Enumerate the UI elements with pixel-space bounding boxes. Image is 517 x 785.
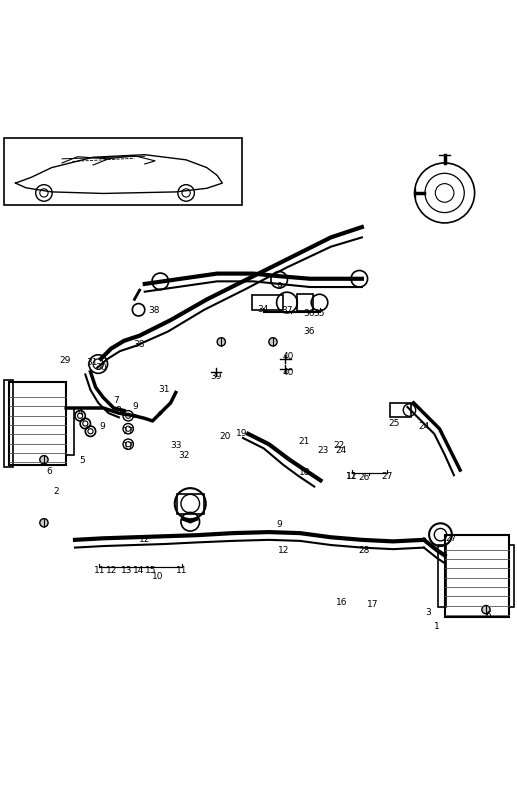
Circle shape [482,605,490,614]
Text: 34: 34 [257,305,268,314]
Text: 29: 29 [59,356,70,365]
Text: 14: 14 [133,566,144,575]
Text: 10: 10 [152,571,163,581]
Circle shape [217,338,225,346]
Text: 11: 11 [94,566,105,575]
Text: 15: 15 [145,566,157,575]
Bar [509,545,514,607]
Text: 28: 28 [359,546,370,555]
Text: 26: 26 [359,473,370,482]
Text: 8: 8 [115,406,121,415]
Text: 31: 31 [159,385,170,394]
Bar [66,408,74,455]
Text: 24: 24 [418,422,430,431]
Text: 6: 6 [46,466,52,476]
Text: 33: 33 [170,440,181,450]
Text: 27: 27 [445,534,457,542]
Text: 2: 2 [53,487,58,496]
Text: 1: 1 [434,622,440,630]
Text: 36: 36 [303,327,315,336]
Text: 3: 3 [425,608,431,617]
Bar [445,535,509,617]
Bar [177,495,204,514]
Text: 13: 13 [121,566,132,575]
Text: 9: 9 [276,520,282,529]
Text: 18: 18 [299,468,311,477]
Bar [4,380,13,467]
Circle shape [40,455,48,464]
Text: 16: 16 [336,598,347,608]
Text: 20: 20 [219,432,231,441]
Text: 35: 35 [314,309,325,319]
Text: 23: 23 [317,446,329,455]
Text: 9: 9 [132,403,139,411]
Text: 27: 27 [381,472,392,480]
Text: 11: 11 [346,472,357,480]
Text: 7: 7 [113,396,119,405]
Bar [390,403,411,418]
Bar [297,294,313,311]
Text: 36: 36 [303,309,315,319]
Text: 17: 17 [367,600,378,609]
Bar [9,382,66,465]
Text: 31: 31 [86,358,98,367]
Text: 24: 24 [336,446,347,455]
Bar [438,545,446,607]
Text: 40: 40 [283,368,294,378]
Text: 21: 21 [298,437,310,446]
Text: 38: 38 [133,341,144,349]
Text: 11: 11 [176,566,188,575]
Text: 5: 5 [79,456,85,466]
Text: 12: 12 [139,535,150,544]
Circle shape [40,519,48,527]
Text: 25: 25 [388,419,400,428]
Text: 6: 6 [485,612,492,620]
Text: 30: 30 [95,363,107,372]
Text: 32: 32 [178,451,189,460]
Text: 19: 19 [236,429,248,438]
Circle shape [269,338,277,346]
Text: 12: 12 [278,546,289,555]
Text: 37: 37 [281,306,293,316]
Text: 40: 40 [283,352,294,361]
Text: 17: 17 [123,442,134,451]
Text: 22: 22 [333,440,344,450]
Text: 38: 38 [148,306,160,316]
Text: 39: 39 [210,373,222,382]
Text: 12: 12 [346,472,357,480]
Text: 4: 4 [78,407,83,417]
Text: 12: 12 [105,566,117,575]
Text: 9: 9 [99,422,105,431]
Text: 17: 17 [123,427,134,436]
Bar [252,295,283,310]
Text: 9: 9 [276,282,282,291]
Bar [4,138,242,206]
